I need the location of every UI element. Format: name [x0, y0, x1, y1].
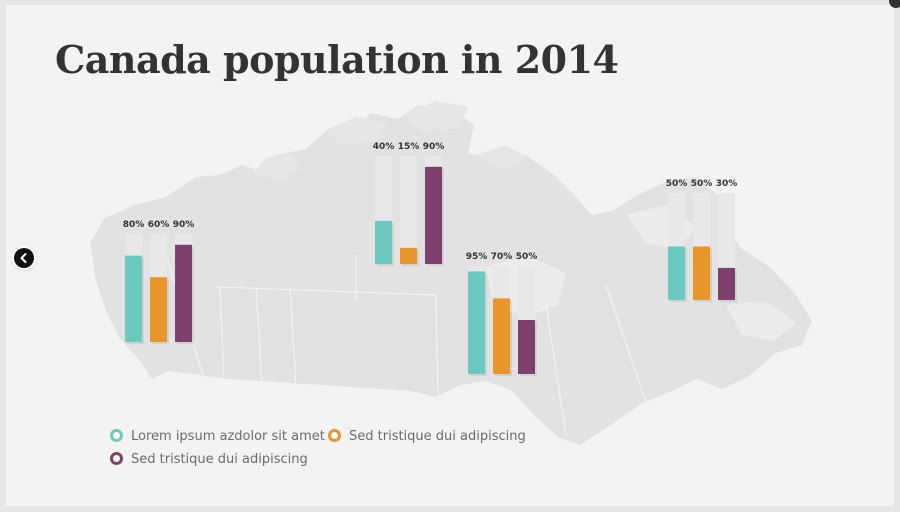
legend-label-series-2: Sed tristique dui adipiscing	[349, 429, 526, 444]
bar-value-label: 90%	[423, 142, 445, 152]
bar-series-1	[468, 271, 485, 374]
bar-value-label: 80%	[123, 220, 145, 230]
bar-group-3: 95% 70% 50%	[466, 252, 538, 376]
page-title: Canada population in 2014	[55, 37, 619, 82]
corner-indicator	[889, 0, 900, 8]
bar-series-2	[400, 247, 417, 264]
bar-value-label: 40%	[373, 142, 395, 152]
bar-value-label: 60%	[148, 220, 170, 230]
legend-marker-series-3	[110, 452, 123, 465]
bar-value-label: 30%	[716, 179, 738, 189]
legend-label-series-1: Lorem ipsum azdolor sit amet	[131, 429, 325, 444]
bar-series-2	[150, 277, 167, 342]
bar-series-1	[125, 255, 142, 342]
bar-group-2: 40% 15% 90%	[373, 142, 445, 266]
bar-group-4: 50% 50% 30%	[666, 179, 738, 302]
bar-value-label: 95%	[466, 252, 488, 262]
bar-series-2	[693, 246, 710, 300]
bar-value-label: 50%	[666, 179, 688, 189]
bar-series-3	[175, 244, 192, 342]
bar-value-label: 90%	[173, 220, 195, 230]
bar-value-label: 50%	[691, 179, 713, 189]
legend-marker-series-1	[110, 429, 123, 442]
legend-item-series-2: Sed tristique dui adipiscing	[328, 429, 526, 444]
bar-series-3	[718, 267, 735, 300]
legend-marker-series-2	[328, 429, 341, 442]
bar-group-1: 80% 60% 90%	[123, 220, 195, 344]
bar-series-3	[518, 320, 535, 374]
legend-label-series-3: Sed tristique dui adipiscing	[131, 452, 308, 467]
bar-value-label: 50%	[516, 252, 538, 262]
chevron-left-icon	[20, 253, 27, 263]
legend-item-series-1: Lorem ipsum azdolor sit amet	[110, 429, 325, 444]
prev-slide-button[interactable]	[14, 248, 34, 268]
bar-value-label: 70%	[491, 252, 513, 262]
legend-item-series-3: Sed tristique dui adipiscing	[110, 452, 308, 467]
bar-series-1	[375, 220, 392, 264]
slide: Canada population in 2014 80% 60% 90% 40% 15…	[6, 5, 894, 506]
bar-track	[400, 156, 417, 264]
bar-series-2	[493, 298, 510, 374]
bar-series-1	[668, 246, 685, 300]
bar-chart-groups: 80% 60% 90%40% 15% 90%95% 70% 50%50% 50% 30%	[123, 142, 738, 376]
bar-series-3	[425, 166, 442, 264]
bar-value-label: 15%	[398, 142, 420, 152]
